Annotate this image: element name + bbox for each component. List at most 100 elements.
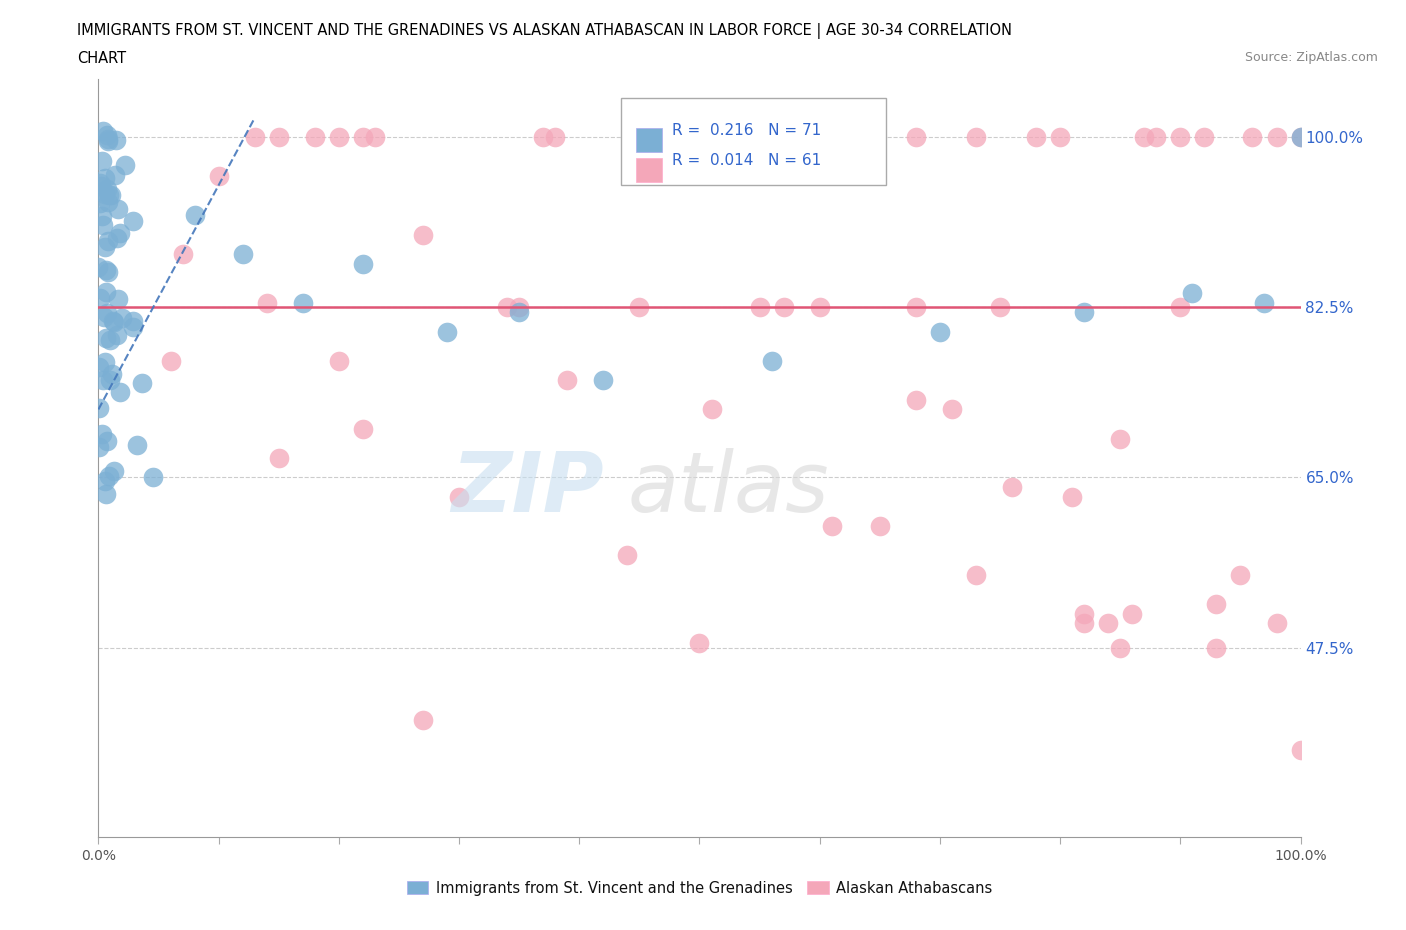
Point: [1109, 432, 1132, 446]
Point: [544, 130, 567, 145]
Point: [328, 130, 350, 145]
Point: [107, 291, 129, 306]
Point: [352, 130, 374, 145]
Point: [904, 392, 927, 407]
Point: [1121, 606, 1143, 621]
Point: [1289, 130, 1312, 145]
Point: [412, 713, 434, 728]
Point: [1144, 130, 1167, 145]
Point: [904, 130, 927, 145]
Point: [96, 194, 118, 209]
Point: [436, 325, 458, 339]
Point: [131, 376, 153, 391]
Point: [689, 635, 711, 650]
Point: [90, 179, 112, 193]
Point: [1073, 616, 1095, 631]
Point: [1265, 130, 1288, 145]
Text: IMMIGRANTS FROM ST. VINCENT AND THE GRENADINES VS ALASKAN ATHABASCAN IN LABOR FO: IMMIGRANTS FROM ST. VINCENT AND THE GREN…: [77, 23, 1012, 39]
Point: [508, 305, 530, 320]
Point: [352, 421, 374, 436]
Point: [988, 300, 1011, 315]
Point: [700, 402, 723, 417]
Point: [869, 519, 891, 534]
Point: [87, 359, 110, 374]
Point: [508, 300, 530, 315]
Point: [1194, 130, 1216, 145]
Point: [96, 433, 118, 448]
Point: [1170, 300, 1192, 315]
Point: [267, 130, 290, 145]
Point: [103, 315, 125, 330]
Point: [772, 300, 794, 315]
Point: [98, 332, 121, 347]
Point: [1001, 480, 1024, 495]
Point: [98, 372, 121, 387]
Point: [96, 330, 118, 345]
Point: [1205, 596, 1227, 611]
Point: [89, 176, 111, 191]
Point: [1289, 742, 1312, 757]
Point: [94, 170, 117, 185]
Point: [91, 124, 114, 139]
Point: [616, 548, 638, 563]
Point: [94, 285, 117, 299]
Point: [105, 133, 128, 148]
Point: [904, 300, 927, 315]
Point: [104, 168, 127, 183]
Point: [96, 305, 118, 320]
Point: [304, 130, 326, 145]
Point: [97, 134, 120, 149]
Point: [100, 366, 122, 381]
Point: [90, 153, 112, 168]
Point: [97, 131, 120, 146]
FancyBboxPatch shape: [636, 158, 662, 182]
Point: [364, 130, 387, 145]
Legend: Immigrants from St. Vincent and the Grenadines, Alaskan Athabascans: Immigrants from St. Vincent and the Gren…: [401, 875, 998, 902]
Point: [94, 474, 117, 489]
Point: [1049, 130, 1071, 145]
Point: [592, 373, 614, 388]
Point: [1133, 130, 1156, 145]
Point: [713, 130, 735, 145]
Point: [93, 309, 115, 324]
FancyBboxPatch shape: [636, 127, 662, 152]
Point: [232, 246, 254, 261]
Point: [412, 227, 434, 242]
Point: [291, 295, 314, 310]
Point: [1229, 567, 1251, 582]
Point: [105, 231, 128, 246]
Point: [761, 353, 783, 368]
Point: [90, 208, 112, 223]
Point: [100, 188, 122, 203]
Point: [93, 240, 115, 255]
Point: [91, 427, 114, 442]
Text: ZIP: ZIP: [451, 448, 603, 529]
Point: [1025, 130, 1047, 145]
Text: Source: ZipAtlas.com: Source: ZipAtlas.com: [1244, 51, 1378, 64]
Point: [821, 519, 844, 534]
Point: [1062, 489, 1084, 504]
Point: [105, 327, 128, 342]
Point: [108, 385, 131, 400]
Point: [94, 262, 117, 277]
Text: R =  0.014   N = 61: R = 0.014 N = 61: [672, 153, 821, 168]
Point: [89, 440, 111, 455]
Point: [267, 451, 290, 466]
Point: [111, 311, 134, 325]
Point: [89, 400, 111, 415]
Point: [125, 438, 148, 453]
Point: [97, 233, 120, 248]
Point: [110, 226, 132, 241]
Point: [1170, 130, 1192, 145]
Point: [352, 257, 374, 272]
Point: [1241, 130, 1264, 145]
Point: [98, 469, 121, 484]
Text: atlas: atlas: [627, 448, 830, 529]
Point: [1073, 305, 1095, 320]
Point: [1097, 616, 1119, 631]
Point: [91, 372, 114, 387]
FancyBboxPatch shape: [621, 98, 886, 185]
Point: [91, 218, 114, 232]
Point: [96, 486, 118, 501]
Point: [107, 201, 129, 216]
